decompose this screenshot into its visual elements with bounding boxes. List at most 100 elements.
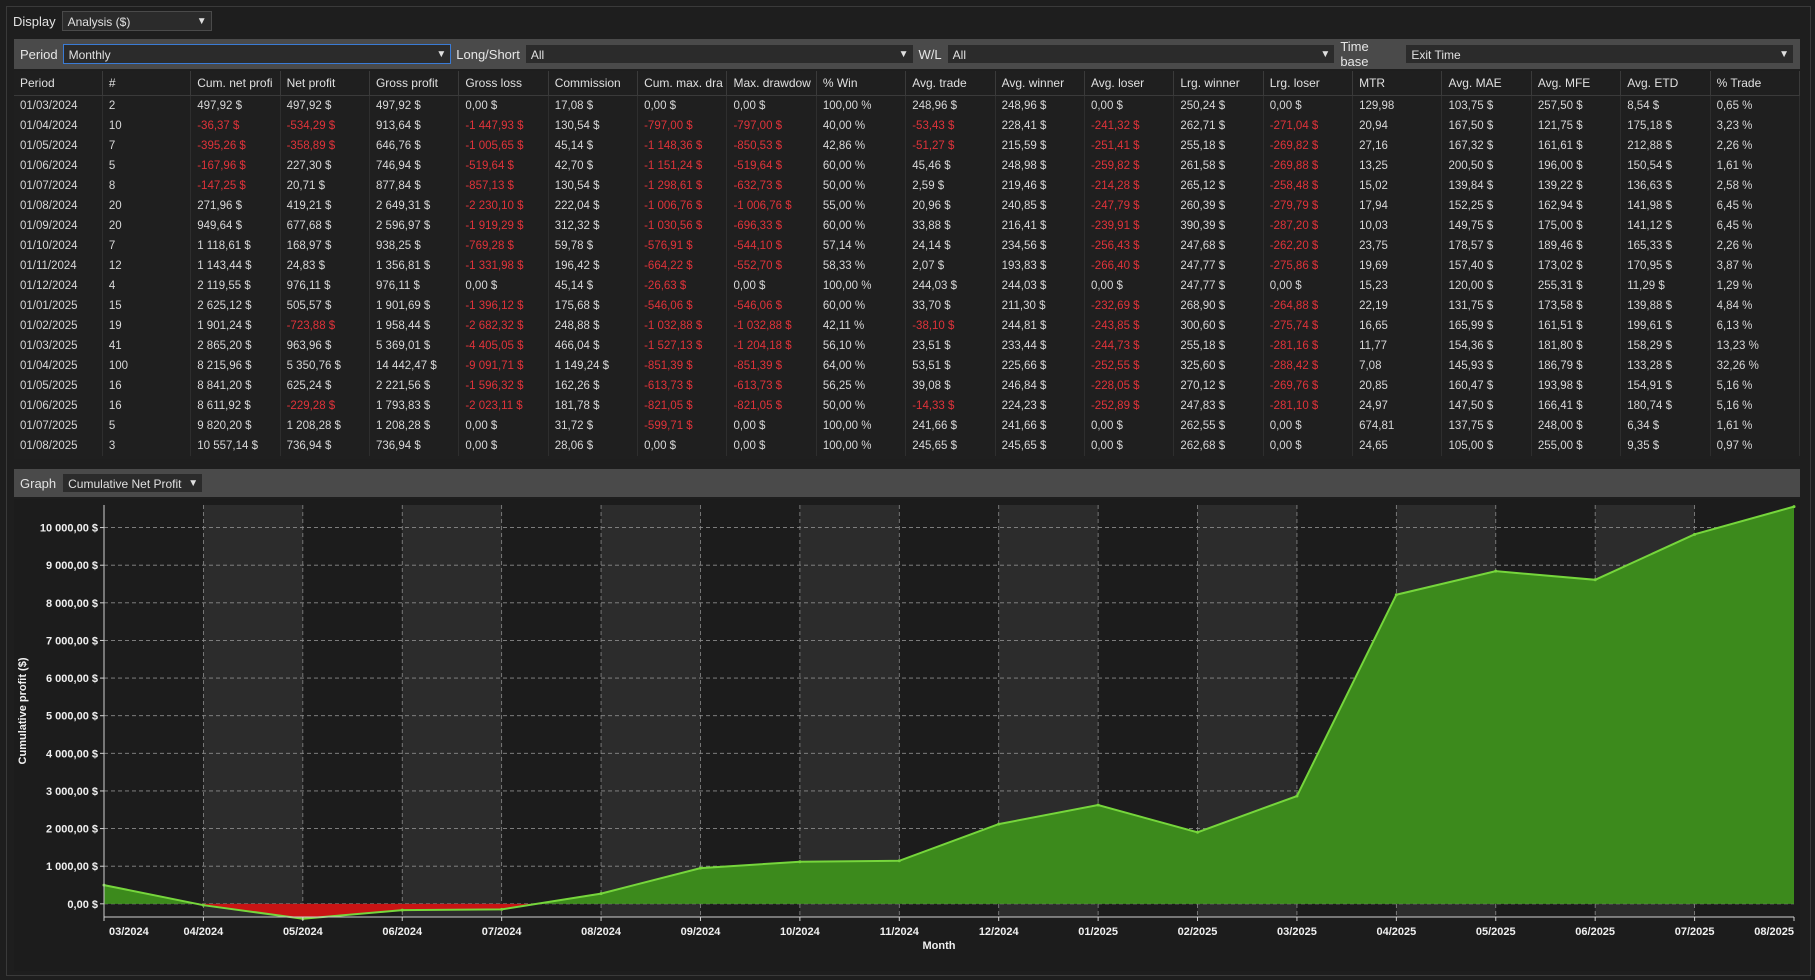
table-cell: 20,94 [1352,116,1443,136]
column-header[interactable]: Period [14,71,103,96]
column-header[interactable]: Max. drawdow [726,71,817,96]
table-cell: 103,75 $ [1441,95,1532,116]
cumulative-profit-chart: 0,00 $ 1 000,00 $ 2 000,00 $ 3 000,00 $ 4 00… [17,505,1796,952]
table-cell: 168,97 $ [280,236,370,256]
table-cell: 260,39 $ [1173,196,1264,216]
table-row[interactable]: 01/03/2025 41 2 865,20 $963,96 $5 369,01 $… [14,336,1800,356]
table-cell: 2 596,97 $ [369,216,460,236]
table-cell: 136,63 $ [1620,176,1711,196]
long-short-select[interactable]: All ▼ [524,44,914,64]
table-cell: 45,14 $ [548,136,639,156]
display-label: Display [13,13,56,29]
table-cell: 33,88 $ [905,216,996,236]
table-cell: 131,75 $ [1441,296,1532,316]
table-cell: 234,56 $ [995,236,1085,256]
column-header[interactable]: Gross profit [369,71,460,96]
table-row[interactable]: 01/10/2024 7 1 118,61 $168,97 $938,25 $ -76… [14,236,1800,256]
column-header[interactable]: Cum. net profi [190,71,281,96]
table-row[interactable]: 01/12/2024 4 2 119,55 $976,11 $976,11 $0,0… [14,276,1800,296]
table-cell: 55,00 % [816,196,907,216]
table-row[interactable]: 01/06/2024 5 -167,96 $227,30 $746,94 $ -519… [14,156,1800,176]
table-row[interactable]: 01/01/2025 15 2 625,12 $505,57 $1 901,69 $… [14,296,1800,316]
table-row[interactable]: 01/09/2024 20 949,64 $677,68 $2 596,97 $ -1… [14,216,1800,236]
display-select[interactable]: Analysis ($) ▼ [61,11,212,31]
table-cell: 7 [102,136,192,156]
table-cell: -266,40 $ [1084,256,1175,276]
table-cell: 56,10 % [816,336,907,356]
table-row[interactable]: 01/03/2024 2 497,92 $497,92 $497,92 $0,00 … [14,95,1800,116]
table-cell: 42,11 % [816,316,907,336]
column-header[interactable]: Lrg. winner [1173,71,1264,96]
data-point [599,892,603,896]
table-row[interactable]: 01/11/2024 12 1 143,44 $24,83 $1 356,81 $ -… [14,256,1800,276]
positive-area [104,506,1794,904]
table-cell: 225,66 $ [995,356,1085,376]
table-row[interactable]: 01/05/2025 16 8 841,20 $625,24 $2 221,56 $… [14,376,1800,396]
table-cell: 224,23 $ [995,396,1085,416]
column-header[interactable]: Avg. MAE [1441,71,1532,96]
table-cell: 5 [102,156,192,176]
table-cell: 41 [102,336,192,356]
column-header[interactable]: Avg. trade [905,71,996,96]
table-cell: 121,75 $ [1531,116,1622,136]
table-cell: 175,68 $ [548,296,639,316]
column-header[interactable]: Avg. MFE [1531,71,1622,96]
table-cell: 0,00 $ [726,95,817,116]
column-header[interactable]: Avg. loser [1084,71,1175,96]
table-row[interactable]: 01/07/2024 8 -147,25 $20,71 $877,84 $ -857,… [14,176,1800,196]
table-cell: 255,31 $ [1531,276,1622,296]
long-short-select-value: All [530,48,545,62]
table-cell: 3,23 % [1710,116,1800,136]
table-row[interactable]: 01/04/2025 100 8 215,96 $5 350,76 $14 442,… [14,356,1800,376]
table-row[interactable]: 01/08/2024 20 271,96 $419,21 $2 649,31 $ -2… [14,196,1800,216]
table-cell: -797,00 $ [726,116,817,136]
table-cell: 312,32 $ [548,216,639,236]
column-header[interactable]: % Trade [1710,71,1800,96]
table-row[interactable]: 01/07/2025 5 9 820,20 $1 208,28 $1 208,28 … [14,416,1800,436]
column-header[interactable]: Avg. winner [995,71,1085,96]
table-cell: -544,10 $ [726,236,817,256]
table-cell: 736,94 $ [280,436,370,456]
table-cell: 157,40 $ [1441,256,1532,276]
table-row[interactable]: 01/06/2025 16 8 611,92 $ -229,28 $1 793,83 … [14,396,1800,416]
table-cell: 100,00 % [816,436,907,456]
table-cell: 625,24 $ [280,376,370,396]
chevron-down-icon: ▼ [196,16,207,27]
table-cell: 2 221,56 $ [369,376,460,396]
table-cell: 7 [102,236,192,256]
column-header[interactable]: % Win [816,71,907,96]
table-cell: 1 143,44 $ [190,256,281,276]
table-cell: 186,79 $ [1531,356,1622,376]
table-cell: -395,26 $ [190,136,281,156]
table-cell: 646,76 $ [369,136,460,156]
data-point [997,822,1001,826]
column-header[interactable]: Gross loss [458,71,549,96]
table-cell: -229,28 $ [280,396,370,416]
wl-select[interactable]: All ▼ [946,44,1336,64]
table-cell: -259,82 $ [1084,156,1175,176]
graph-select[interactable]: Cumulative Net Profit ▼ [62,473,204,493]
column-header[interactable]: Avg. ETD [1620,71,1711,96]
table-row[interactable]: 01/04/2024 10 -36,37 $ -534,29 $913,64 $ -1 … [14,116,1800,136]
table-row[interactable]: 01/08/2025 3 10 557,14 $736,94 $736,94 $0,… [14,436,1800,456]
data-point [1792,505,1796,509]
column-header[interactable]: # [102,71,192,96]
time-base-select[interactable]: Exit Time ▼ [1405,44,1794,64]
column-header[interactable]: Commission [548,71,639,96]
table-cell: 245,65 $ [905,436,996,456]
table-row[interactable]: 01/02/2025 19 1 901,24 $ -723,88 $1 958,44 … [14,316,1800,336]
table-cell: 24,65 [1352,436,1443,456]
table-cell: 57,14 % [816,236,907,256]
time-base-label: Time base [1340,39,1369,69]
table-cell: 01/08/2024 [14,196,103,216]
table-row[interactable]: 01/05/2024 7 -395,26 $ -358,89 $646,76 $ -1 … [14,136,1800,156]
table-cell: 219,46 $ [995,176,1085,196]
column-header[interactable]: Cum. max. dra [637,71,728,96]
data-point [500,907,504,911]
table-cell: -1 204,18 $ [726,336,817,356]
period-select[interactable]: Monthly ▼ [62,44,452,64]
y-tick-label: 8 000,00 $ [46,598,98,610]
column-header[interactable]: MTR [1352,71,1443,96]
column-header[interactable]: Net profit [280,71,370,96]
column-header[interactable]: Lrg. loser [1263,71,1354,96]
